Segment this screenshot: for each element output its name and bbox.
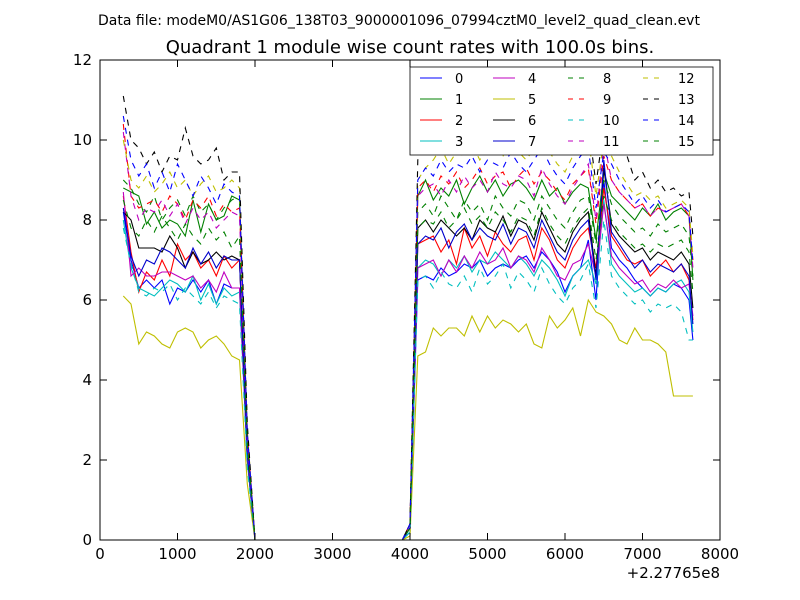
x-tick-label: 4000 <box>391 545 429 563</box>
legend-item-3: 3 <box>420 135 463 150</box>
series-line-5 <box>122 295 693 541</box>
series-line-9 <box>122 123 694 541</box>
legend-item-14: 14 <box>643 114 695 129</box>
legend-label: 5 <box>528 93 536 108</box>
y-tick-label: 0 <box>82 531 92 549</box>
x-tick-label: 3000 <box>313 545 351 563</box>
series-line-15 <box>122 195 694 541</box>
legend-frame <box>409 66 714 156</box>
legend-label: 13 <box>678 93 695 108</box>
legend-item-9: 9 <box>568 93 611 108</box>
series-line-7 <box>122 159 694 541</box>
y-tick-label: 8 <box>82 211 92 229</box>
legend-item-2: 2 <box>420 114 463 129</box>
x-tick-label: 1000 <box>158 545 196 563</box>
legend-item-0: 0 <box>420 72 463 87</box>
y-tick-label: 10 <box>73 131 92 149</box>
legend-label: 15 <box>678 135 695 150</box>
legend-label: 6 <box>528 114 536 129</box>
ticks-layer: 0 1000 2000 3000 4000 5000 6000 7000 80000246810… <box>73 51 739 563</box>
figure-suptitle: Data file: modeM0/AS1G06_138T03_90000010… <box>98 13 700 29</box>
y-tick-label: 6 <box>82 291 92 309</box>
legend-label: 12 <box>678 72 695 87</box>
series-layer <box>122 95 694 541</box>
legend-label: 0 <box>455 72 463 87</box>
y-tick-label: 2 <box>82 451 92 469</box>
legend-label: 7 <box>528 135 536 150</box>
legend-item-8: 8 <box>568 72 611 87</box>
x-tick-label: 2000 <box>236 545 274 563</box>
series-line-6 <box>122 167 694 541</box>
y-tick-label: 4 <box>82 371 92 389</box>
legend-item-1: 1 <box>420 93 463 108</box>
legend-label: 8 <box>603 72 611 87</box>
series-line-4 <box>122 191 694 541</box>
legend-item-6: 6 <box>493 114 536 129</box>
x-tick-label: 5000 <box>468 545 506 563</box>
legend-label: 9 <box>603 93 611 108</box>
series-line-14 <box>122 115 694 541</box>
chart-title: Quadrant 1 module wise count rates with … <box>166 37 655 58</box>
x-tick-label: 0 <box>95 545 105 563</box>
legend-label: 4 <box>528 72 536 87</box>
y-tick-label: 12 <box>73 51 92 69</box>
x-tick-label: 8000 <box>701 545 739 563</box>
legend-label: 10 <box>603 114 620 129</box>
legend-item-5: 5 <box>493 93 536 108</box>
legend-item-11: 11 <box>568 135 620 150</box>
x-tick-label: 6000 <box>546 545 584 563</box>
series-line-3 <box>122 199 694 541</box>
legend-label: 3 <box>455 135 463 150</box>
legend-item-15: 15 <box>643 135 695 150</box>
legend-label: 1 <box>455 93 463 108</box>
series-line-10 <box>122 219 693 541</box>
legend-item-13: 13 <box>643 93 695 108</box>
legend-item-7: 7 <box>493 135 536 150</box>
legend-item-4: 4 <box>493 72 536 87</box>
legend-item-12: 12 <box>643 72 695 87</box>
legend-item-10: 10 <box>568 114 620 129</box>
x-offset-label: +2.27765e8 <box>627 564 720 582</box>
legend-label: 2 <box>455 114 463 129</box>
x-tick-label: 7000 <box>623 545 661 563</box>
series-line-2 <box>122 187 694 541</box>
legend-label: 11 <box>603 135 620 150</box>
series-line-13 <box>122 95 694 541</box>
legend-label: 14 <box>678 114 695 129</box>
